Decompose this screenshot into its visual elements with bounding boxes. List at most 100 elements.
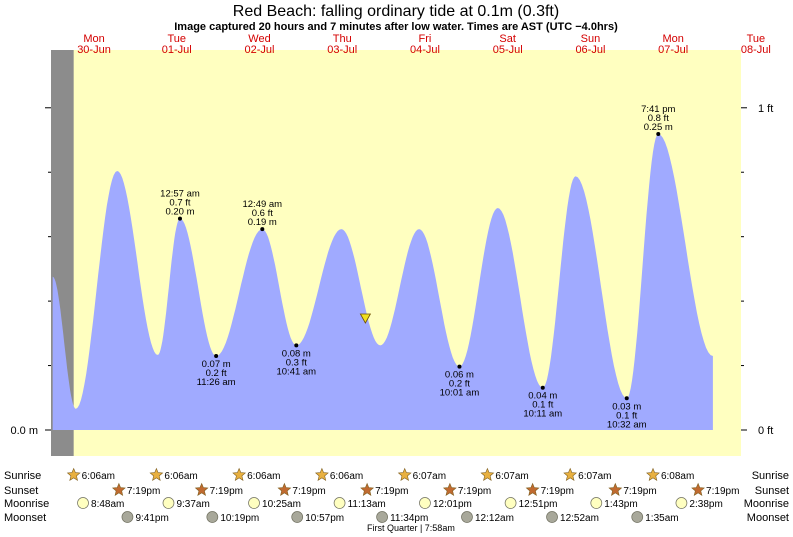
plot-area bbox=[51, 50, 741, 456]
moonset-time: 1:35am bbox=[645, 513, 678, 524]
sun-moon-table: Sunrise Sunrise 6:06am 6:06am 6:06am 6:06am 6:… bbox=[4, 467, 789, 533]
sunset-time: 7:19pm bbox=[210, 486, 243, 497]
left-axis-label: 0.0 m bbox=[10, 425, 38, 437]
sunrise-row-label-right: Sunrise bbox=[752, 470, 789, 482]
moon-phase-label: First Quarter | 7:58am bbox=[367, 523, 455, 533]
sunset-row-label-right: Sunset bbox=[755, 485, 789, 497]
moonset-icon bbox=[206, 511, 219, 523]
low-tide-time: 10:01 am bbox=[440, 388, 480, 399]
sunrise-row-label-left: Sunrise bbox=[4, 470, 41, 482]
day-name-label: Sat bbox=[499, 33, 516, 45]
right-axis-label: 0 ft bbox=[758, 425, 773, 437]
tide-extreme-point bbox=[624, 396, 629, 401]
moonrise-time: 10:25am bbox=[262, 499, 301, 510]
sunset-time: 7:19pm bbox=[706, 486, 739, 497]
sunrise-time: 6:06am bbox=[330, 471, 363, 482]
moonrise-icon bbox=[590, 497, 603, 509]
low-tide-feet: 0.1 ft bbox=[532, 400, 553, 411]
high-tide-time: 12:57 am bbox=[160, 189, 200, 200]
moonset-time: 10:19pm bbox=[220, 513, 259, 524]
low-tide-time: 10:32 am bbox=[607, 419, 647, 430]
sunrise-row: Sunrise Sunrise 6:06am 6:06am 6:06am 6:06am 6:… bbox=[4, 467, 789, 482]
low-tide-time: 11:26 am bbox=[197, 377, 236, 388]
sunrise-time: 6:06am bbox=[164, 471, 197, 482]
day-date-label: 07-Jul bbox=[658, 44, 688, 56]
day-date-label: 05-Jul bbox=[493, 44, 523, 56]
moonset-time: 10:57pm bbox=[305, 513, 344, 524]
day-date-label: 02-Jul bbox=[245, 44, 275, 56]
sun-star-icon bbox=[232, 467, 247, 481]
sun-star-icon bbox=[646, 467, 660, 481]
sunset-time: 7:19pm bbox=[623, 486, 656, 497]
low-tide-feet: 0.2 ft bbox=[206, 368, 227, 379]
moonrise-icon bbox=[162, 497, 175, 509]
high-tide-metres: 0.19 m bbox=[248, 217, 277, 228]
day-name-label: Thu bbox=[333, 33, 352, 45]
sun-star-icon bbox=[691, 482, 705, 496]
tide-extreme-point bbox=[214, 354, 219, 358]
sunset-row: Sunset Sunset 7:19pm 7:19pm 7:19pm 7:19pm 7:19… bbox=[4, 482, 789, 497]
moonset-icon bbox=[631, 511, 644, 523]
tide-extreme-point bbox=[656, 132, 661, 136]
day-name-label: Mon bbox=[83, 33, 104, 45]
moonrise-time: 8:48am bbox=[91, 499, 124, 510]
sun-star-icon bbox=[66, 467, 81, 481]
current-tide-marker bbox=[359, 313, 372, 324]
sun-star-icon bbox=[608, 482, 623, 496]
high-tide-feet: 0.7 ft bbox=[169, 198, 190, 209]
day-name-label: Sun bbox=[581, 33, 601, 45]
sunrise-time: 6:07am bbox=[413, 471, 446, 482]
high-tide-metres: 0.20 m bbox=[165, 207, 194, 218]
right-axis-label: 1 ft bbox=[758, 103, 773, 115]
low-tide-metres: 0.08 m bbox=[282, 348, 311, 359]
chart-title: Red Beach: falling ordinary tide at 0.1m… bbox=[233, 3, 559, 20]
sun-star-icon bbox=[277, 482, 292, 496]
moonrise-icon bbox=[333, 497, 346, 509]
high-tide-time: 12:49 am bbox=[242, 199, 282, 210]
moonset-icon bbox=[376, 511, 388, 523]
sun-star-icon bbox=[194, 482, 209, 496]
moonset-icon bbox=[461, 511, 473, 523]
day-date-label: 30-Jun bbox=[77, 44, 111, 56]
sun-star-icon bbox=[149, 467, 164, 481]
sunset-time: 7:19pm bbox=[375, 486, 408, 497]
moonset-icon bbox=[546, 511, 558, 523]
sunrise-time: 6:07am bbox=[578, 471, 611, 482]
moonrise-time: 12:01pm bbox=[433, 499, 472, 510]
y-axes: 0.0 m 0 ft 1 ft bbox=[10, 103, 773, 437]
low-tide-metres: 0.07 m bbox=[202, 359, 231, 370]
sun-star-icon bbox=[111, 482, 126, 496]
sun-star-icon bbox=[480, 467, 495, 481]
sunset-time: 7:19pm bbox=[127, 486, 160, 497]
sunrise-time: 6:06am bbox=[247, 471, 280, 482]
moonset-time: 9:41pm bbox=[135, 513, 168, 524]
day-date-label: 04-Jul bbox=[410, 44, 440, 56]
moonset-row: Moonset Moonset 9:41pm 10:19pm 10:57pm 11:34p… bbox=[4, 511, 789, 524]
sun-star-icon bbox=[563, 467, 578, 481]
sun-star-icon bbox=[397, 467, 412, 481]
moonrise-time: 12:51pm bbox=[519, 499, 558, 510]
sunrise-time: 6:08am bbox=[661, 471, 694, 482]
tide-extreme-point bbox=[540, 385, 545, 390]
moonrise-row: Moonrise Moonrise 8:48am 9:37am 10:25am 11:13… bbox=[4, 497, 789, 510]
day-date-label: 03-Jul bbox=[327, 44, 357, 56]
moonset-row-label-left: Moonset bbox=[4, 512, 46, 524]
moonset-time: 12:12am bbox=[475, 513, 514, 524]
day-name-label: Tue bbox=[747, 33, 766, 45]
day-date-label: 01-Jul bbox=[162, 44, 192, 56]
moonrise-time: 11:13am bbox=[348, 499, 386, 510]
low-tide-feet: 0.2 ft bbox=[449, 379, 470, 390]
low-tide-feet: 0.1 ft bbox=[616, 410, 637, 421]
day-name-label: Mon bbox=[662, 33, 683, 45]
moonrise-icon bbox=[504, 497, 517, 509]
sun-star-icon bbox=[314, 467, 329, 481]
day-name-label: Wed bbox=[248, 33, 270, 45]
tide-extreme-point bbox=[260, 227, 265, 232]
day-name-label: Tue bbox=[167, 33, 186, 45]
moonrise-time: 2:38pm bbox=[689, 499, 722, 510]
moonrise-row-label-left: Moonrise bbox=[4, 498, 49, 510]
day-date-label: 08-Jul bbox=[741, 44, 771, 56]
moonrise-icon bbox=[419, 497, 431, 509]
moonrise-icon bbox=[77, 497, 89, 509]
